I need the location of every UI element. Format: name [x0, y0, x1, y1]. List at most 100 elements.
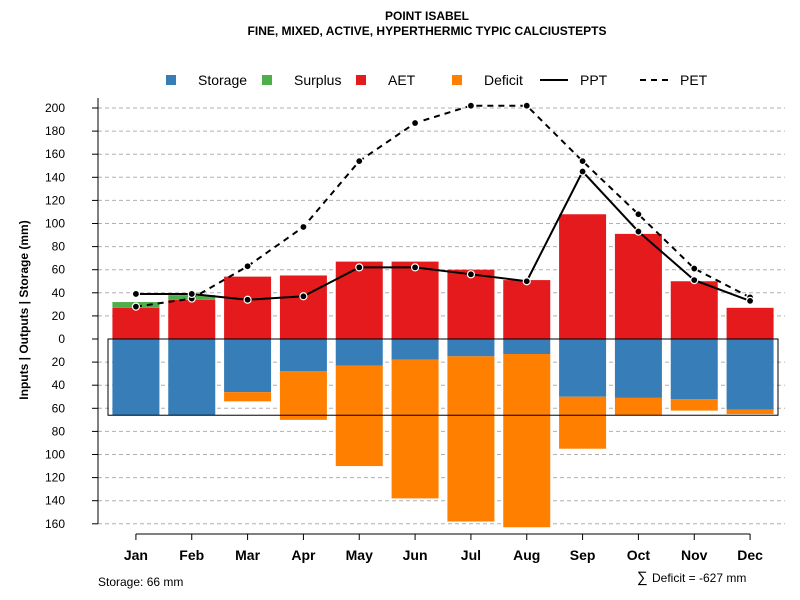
y-tick-label: 160: [45, 147, 65, 161]
storage-bar-jul: [447, 339, 495, 357]
ppt-point: [410, 263, 420, 272]
aet-bar-aug: [503, 280, 551, 339]
ppt-point: [355, 263, 364, 272]
x-tick-label-dec: Dec: [737, 547, 763, 563]
ppt-line: [135, 169, 751, 302]
storage-bar-apr: [279, 339, 327, 372]
ppt-point: [522, 277, 531, 286]
y-tick-label: 180: [45, 124, 65, 138]
aet-bar-jul: [447, 269, 495, 339]
deficit-bar-aug: [503, 354, 551, 528]
x-tick-label-oct: Oct: [627, 547, 651, 563]
deficit-bar-oct: [614, 397, 662, 416]
y-tick-label: 40: [52, 286, 66, 300]
storage-bar-aug: [503, 339, 551, 355]
aet-bar-may: [335, 261, 383, 339]
y-tick-label: 120: [45, 471, 65, 485]
deficit-bar-jun: [391, 359, 439, 499]
legend-swatch-storage: [166, 75, 176, 85]
y-tick-label: 60: [52, 263, 66, 277]
aet-bar-feb: [168, 299, 216, 339]
chart-subtitle: FINE, MIXED, ACTIVE, HYPERTHERMIC TYPIC …: [248, 24, 607, 38]
y-tick-label: 40: [52, 378, 66, 392]
legend-label-surplus: Surplus: [294, 72, 341, 88]
storage-bar-jan: [112, 339, 160, 416]
legend-label-storage: Storage: [198, 72, 247, 88]
aet-bar-mar: [224, 276, 272, 339]
storage-bar-jun: [391, 339, 439, 360]
x-tick-label-apr: Apr: [291, 547, 316, 563]
deficit-total-text: Deficit = -627 mm: [652, 571, 746, 585]
deficit-bar-mar: [224, 392, 272, 402]
bars: [107, 214, 779, 528]
storage-bar-feb: [168, 339, 216, 416]
aet-bar-sep: [559, 214, 607, 339]
legend-label-pet: PET: [680, 72, 708, 88]
axes: 2001801601401201008060402002040608010012…: [45, 98, 763, 563]
y-tick-label: 100: [45, 448, 65, 462]
y-tick-label: 60: [52, 401, 66, 415]
storage-bar-dec: [726, 339, 774, 410]
pet-point: [634, 210, 643, 219]
aet-bar-dec: [726, 307, 774, 339]
x-tick-label-sep: Sep: [570, 547, 596, 563]
y-tick-label: 20: [52, 309, 66, 323]
deficit-bar-apr: [279, 371, 327, 420]
y-tick-label: 80: [52, 424, 66, 438]
x-tick-label-aug: Aug: [513, 547, 540, 563]
pet-point: [131, 302, 141, 311]
x-tick-label-mar: Mar: [235, 547, 260, 563]
legend-swatch-aet: [356, 75, 366, 85]
sum-symbol: ∑: [637, 569, 648, 586]
storage-capacity-box: [107, 338, 779, 416]
pet-point: [299, 222, 308, 232]
x-tick-label-feb: Feb: [179, 547, 204, 563]
storage-bar-oct: [614, 339, 662, 398]
legend: Storage Surplus AET Deficit PPT PET: [166, 72, 708, 88]
x-tick-label-jul: Jul: [461, 547, 481, 563]
legend-swatch-deficit: [452, 75, 462, 85]
deficit-bar-nov: [670, 399, 718, 411]
storage-bar-may: [335, 339, 383, 366]
pet-point: [243, 262, 252, 271]
y-tick-label: 100: [45, 217, 65, 231]
pet-point: [410, 118, 420, 128]
pet-point: [578, 157, 587, 166]
y-tick-label: 200: [45, 101, 65, 115]
x-tick-label-nov: Nov: [681, 547, 708, 563]
deficit-bar-jul: [447, 356, 495, 522]
legend-label-deficit: Deficit: [484, 72, 523, 88]
ppt-point: [634, 227, 643, 236]
legend-label-ppt: PPT: [580, 72, 608, 88]
y-tick-label: 140: [45, 494, 65, 508]
series-lines: [131, 101, 755, 311]
pet-point: [690, 264, 699, 273]
ppt-point: [243, 295, 252, 304]
y-axis-label: Inputs | Outputs | Storage (mm): [17, 220, 31, 399]
x-tick-label-jan: Jan: [124, 547, 148, 563]
y-tick-label: 140: [45, 170, 65, 184]
y-tick-label: 120: [45, 193, 65, 207]
y-tick-label: 80: [52, 240, 66, 254]
ppt-point: [299, 292, 308, 301]
legend-label-aet: AET: [388, 72, 416, 88]
x-tick-label-jun: Jun: [403, 547, 428, 563]
ppt-point: [690, 275, 699, 285]
pet-point: [355, 157, 364, 166]
storage-bar-sep: [559, 339, 607, 397]
y-tick-label: 160: [45, 517, 65, 531]
y-tick-label: 0: [58, 332, 65, 346]
ppt-point: [187, 289, 196, 299]
chart-title: POINT ISABEL: [385, 9, 469, 23]
storage-bar-nov: [670, 339, 718, 400]
ppt-point: [466, 270, 476, 279]
deficit-bar-may: [335, 365, 383, 467]
ppt-point: [745, 296, 755, 305]
storage-bar-mar: [224, 339, 272, 393]
x-tick-label-may: May: [346, 547, 373, 563]
aet-bar-apr: [279, 275, 327, 339]
storage-capacity-text: Storage: 66 mm: [98, 575, 183, 589]
deficit-bar-sep: [559, 396, 607, 449]
aet-bar-nov: [670, 281, 718, 339]
